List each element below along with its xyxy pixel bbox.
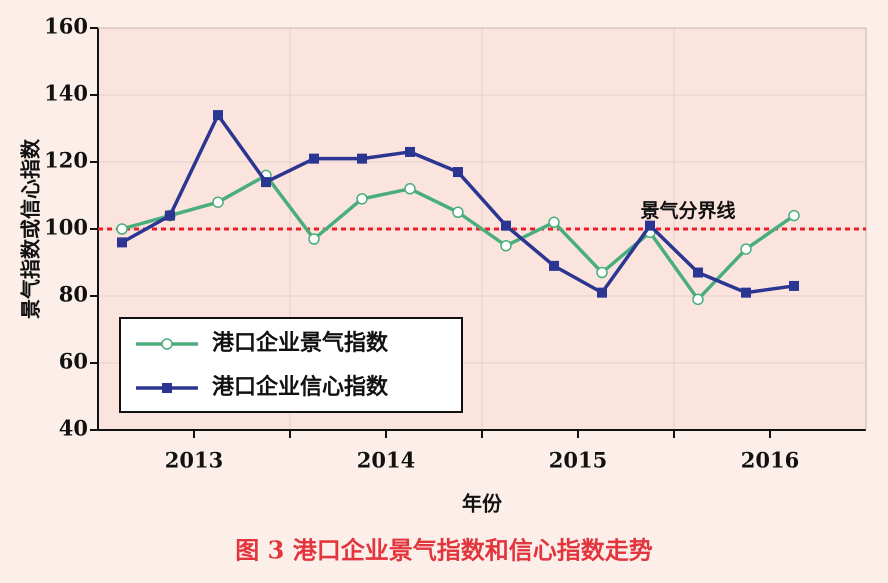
x-tick-label: 2013	[165, 448, 223, 473]
caption: 图 3 港口企业景气指数和信心指数走势	[235, 536, 652, 565]
marker	[117, 237, 127, 248]
marker	[693, 267, 703, 278]
marker	[549, 260, 559, 271]
marker	[116, 223, 128, 235]
y-tick-label: 160	[44, 14, 88, 39]
x-tick-label: 2016	[741, 448, 799, 473]
marker	[501, 220, 511, 231]
marker	[597, 287, 607, 298]
y-tick-label: 100	[44, 215, 88, 240]
y-tick-label: 120	[44, 148, 88, 173]
marker	[404, 183, 416, 195]
marker	[309, 153, 319, 164]
y-tick-label: 60	[59, 349, 88, 374]
legend-label: 港口企业信心指数	[212, 374, 389, 400]
marker	[308, 233, 320, 245]
marker	[405, 146, 415, 157]
legend-label: 港口企业景气指数	[212, 330, 389, 356]
marker	[645, 220, 655, 231]
y-axis-label: 景气指数或信心指数	[19, 138, 43, 319]
marker	[741, 287, 751, 298]
marker	[453, 167, 463, 178]
legend-marker	[161, 338, 173, 350]
marker	[261, 177, 271, 188]
legend-box	[119, 317, 463, 413]
marker	[548, 216, 560, 229]
y-tick-label: 80	[59, 282, 88, 307]
y-tick-label: 140	[44, 81, 88, 106]
marker	[500, 240, 512, 252]
x-axis-label: 年份	[462, 492, 503, 516]
marker	[788, 209, 800, 222]
marker	[213, 110, 223, 121]
marker	[357, 153, 367, 164]
marker	[596, 266, 608, 279]
marker	[212, 196, 224, 208]
reference-label: 景气分界线	[640, 199, 735, 222]
marker	[356, 193, 368, 205]
marker	[165, 210, 175, 221]
marker	[692, 293, 704, 306]
marker	[452, 206, 464, 218]
x-tick-label: 2014	[357, 448, 415, 473]
y-tick-label: 40	[59, 416, 88, 441]
marker	[740, 243, 752, 255]
marker	[789, 280, 799, 291]
x-tick-label: 2015	[549, 448, 607, 473]
legend-marker	[162, 383, 172, 393]
